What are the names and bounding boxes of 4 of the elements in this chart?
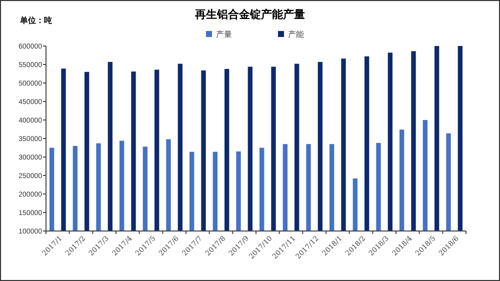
chart-title: 再生铝合金锭产能产量 <box>194 8 305 21</box>
legend-label: 产量 <box>216 30 232 39</box>
text: 单位：吨 <box>19 15 52 25</box>
legend-label: 产能 <box>288 30 304 39</box>
